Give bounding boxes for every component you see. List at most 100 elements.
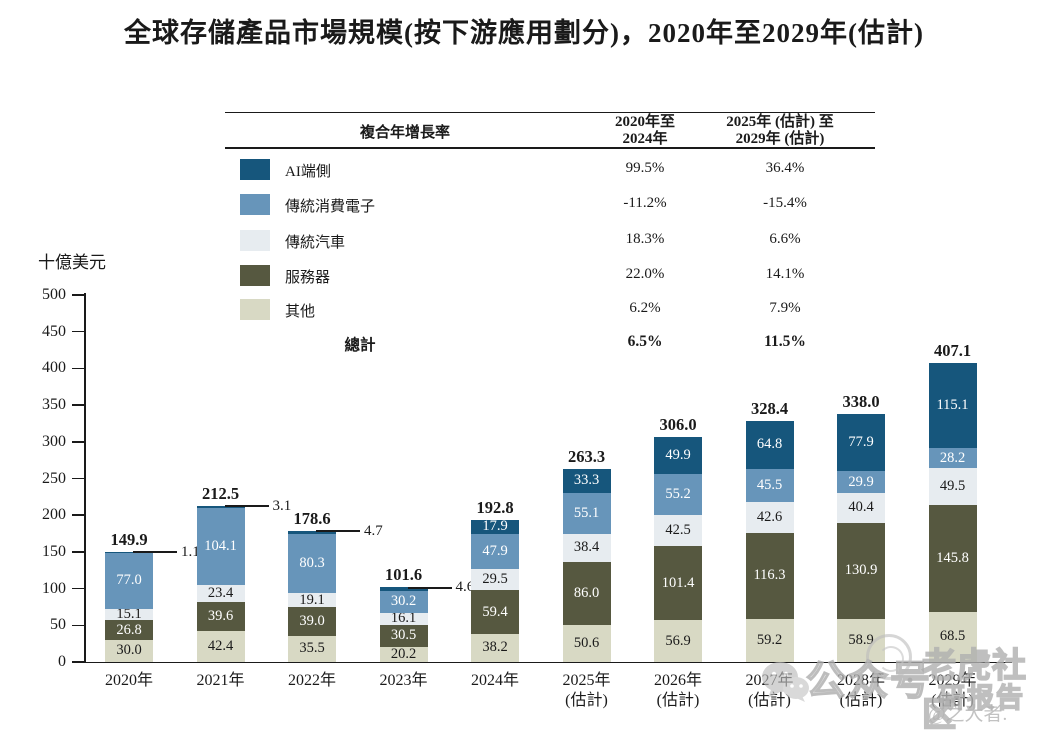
y-tick-mark	[72, 551, 84, 553]
x-axis-label: 2024年	[470, 672, 519, 689]
bar-segment-傳統汽車: 15.1	[105, 607, 153, 622]
legend-row-consumer: 傳統消費電子 -11.2% -15.4%	[225, 193, 875, 219]
bar-segment-服務器: 30.5	[379, 624, 428, 648]
ai-callout-label: 1.1	[181, 543, 200, 560]
bar-total-label: 338.0	[842, 391, 880, 411]
bar-segment-服務器: 145.8	[928, 504, 977, 612]
bar-segment-value: 29.5	[482, 571, 508, 588]
y-tick-label: 500	[42, 286, 66, 303]
bar-segment-value: 39.6	[207, 607, 234, 624]
bar-segment-value: 77.0	[116, 572, 142, 589]
bar-segment-傳統汽車: 42.6	[745, 501, 794, 534]
y-tick-mark	[72, 514, 84, 516]
bar-segment-服務器: 26.8	[105, 620, 153, 640]
bar-segment-其他: 68.5	[928, 611, 977, 662]
x-axis-label: 2023年	[379, 672, 428, 689]
bar-segment-value: 145.8	[936, 549, 969, 566]
bar-segment-AI端側: 64.8	[745, 420, 794, 469]
bar-total-label: 407.1	[933, 341, 972, 361]
y-tick-label: 450	[42, 322, 66, 340]
bar-total-label: 178.6	[293, 508, 331, 528]
bar-segment-value: 55.2	[665, 485, 691, 502]
bar-segment-value: 35.5	[299, 640, 325, 657]
bar-segment-服務器: 39.6	[196, 601, 245, 631]
bar-segment-value: 59.4	[482, 603, 508, 620]
legend-swatch-server	[240, 265, 270, 286]
bar-segment-傳統汽車: 49.5	[928, 468, 977, 505]
x-axis-label: 2026年 (估計)	[653, 672, 702, 709]
bar-segment-value: 86.0	[573, 584, 600, 601]
bar-segment-value: 42.4	[207, 637, 234, 654]
bar-segment-value: 116.3	[753, 567, 786, 584]
y-tick-mark	[72, 330, 84, 333]
x-axis-label: 2028年 (估計)	[836, 672, 885, 709]
bar-segment-傳統汽車: 42.5	[654, 514, 702, 546]
bar-segment-value: 38.4	[573, 539, 600, 556]
bar-segment-value: 30.0	[116, 642, 142, 659]
y-tick-mark	[72, 404, 84, 406]
y-tick-label: 300	[42, 432, 66, 450]
bar-segment-傳統消費電子: 45.5	[745, 468, 794, 502]
ai-callout-label: 3.1	[272, 497, 292, 514]
bar-segment-傳統消費電子: 29.9	[837, 471, 885, 494]
x-axis-label: 2025年 (估計)	[562, 672, 611, 709]
ai-callout-label: 4.6	[455, 579, 475, 596]
bar-segment-value: 59.2	[756, 631, 783, 648]
cagr-value: 22.0%	[625, 266, 665, 282]
cagr-table-header-row: 複合年增長率 2020年至 2024年 2025年 (估計) 至 2029年 (…	[225, 112, 875, 149]
bar-segment-AI端側: 115.1	[928, 363, 977, 448]
bar-total-label: 212.5	[201, 483, 240, 503]
bar-segment-其他: 30.0	[105, 639, 153, 662]
y-tick-mark	[72, 624, 84, 627]
bar-segment-value: 50.6	[573, 634, 600, 651]
cagr-header-period-1: 2020年至 2024年	[614, 114, 675, 147]
bar-segment-傳統消費電子: 55.2	[654, 474, 702, 515]
bar-segment-value: 55.1	[573, 504, 600, 521]
bar-segment-AI端側	[288, 530, 336, 535]
legend-row-server: 服務器 22.0% 14.1%	[225, 264, 875, 290]
bar-segment-傳統消費電子: 55.1	[562, 493, 611, 534]
cagr-header-period-2: 2025年 (估計) 至 2029年 (估計)	[726, 114, 834, 147]
bar-segment-傳統消費電子: 28.2	[928, 447, 977, 469]
bar-total-label: 192.8	[476, 498, 514, 518]
legend-label: 傳統汽車	[285, 235, 346, 251]
bar-segment-value: 20.2	[390, 646, 417, 663]
cagr-value: 18.3%	[625, 231, 665, 247]
cagr-value: -15.4%	[763, 195, 807, 211]
x-axis-line	[84, 661, 1012, 663]
bar-segment-value: 101.4	[661, 574, 695, 591]
bar-segment-其他: 38.2	[471, 633, 519, 662]
bar-segment-value: 26.8	[116, 621, 142, 638]
cagr-total-row: 總計 6.5% 11.5%	[225, 331, 875, 357]
bar-segment-AI端側: 33.3	[562, 468, 611, 494]
bar-segment-value: 45.5	[756, 476, 783, 493]
y-tick-mark	[72, 587, 84, 590]
legend-label: 其他	[285, 304, 316, 320]
x-axis-label: 2029年 (估計)	[928, 672, 977, 709]
bar-segment-其他: 59.2	[745, 618, 794, 662]
page-title: 全球存儲產品市場規模(按下游應用劃分)，2020年至2029年(估計)	[124, 18, 924, 48]
y-tick-mark	[72, 661, 84, 663]
legend-label: AI端側	[285, 164, 331, 180]
ai-callout-line	[133, 551, 177, 554]
y-tick-label: 100	[42, 579, 66, 597]
bar-segment-value: 16.1	[390, 610, 417, 627]
bar-segment-value: 33.3	[573, 472, 600, 489]
bar-segment-value: 58.9	[848, 631, 874, 648]
legend-row-other: 其他 6.2% 7.9%	[225, 298, 875, 324]
bar-segment-value: 29.9	[848, 473, 874, 490]
cagr-value: 6.6%	[769, 231, 801, 247]
bar-segment-value: 104.1	[204, 537, 237, 554]
legend-swatch-auto	[240, 230, 270, 251]
bar-segment-其他: 50.6	[562, 624, 611, 662]
bar-segment-服務器: 59.4	[471, 590, 519, 634]
bar-segment-傳統汽車: 19.1	[288, 592, 336, 608]
bar-segment-其他: 56.9	[654, 620, 702, 662]
x-axis-label: 2020年	[104, 672, 153, 689]
cagr-value: 7.9%	[769, 300, 801, 316]
total-label: 總計	[344, 337, 376, 354]
y-axis-unit-label: 十億美元	[38, 253, 106, 272]
bar-segment-服務器: 86.0	[562, 561, 611, 625]
